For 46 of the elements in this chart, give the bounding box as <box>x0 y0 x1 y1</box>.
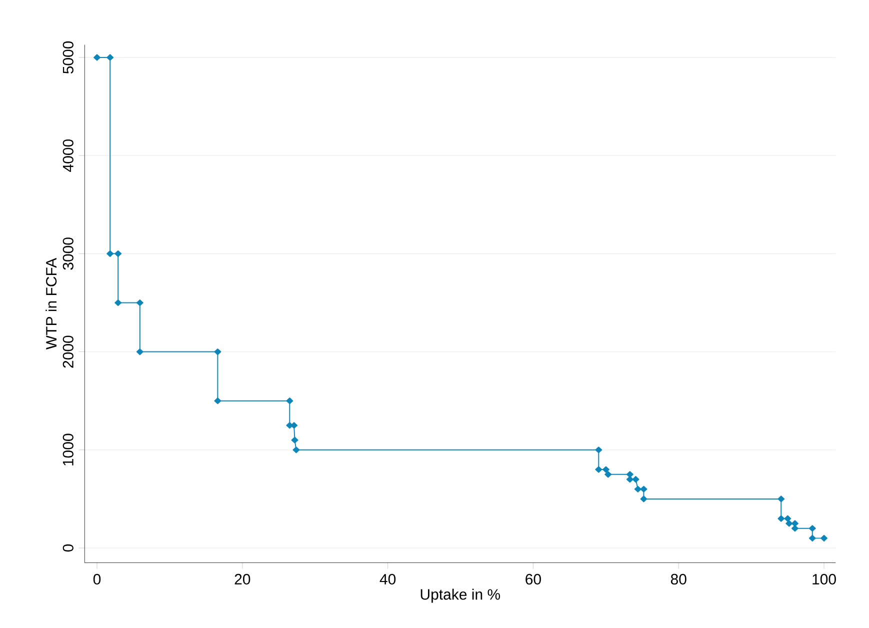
point <box>640 486 648 492</box>
y-tick-label: 4000 <box>62 139 74 172</box>
x-tick-label: 100 <box>812 574 836 585</box>
point <box>136 348 144 356</box>
point <box>604 471 612 478</box>
point <box>286 398 294 404</box>
point <box>786 520 793 527</box>
point <box>634 486 642 492</box>
point <box>791 520 798 527</box>
x-tick-label: 0 <box>93 574 101 585</box>
point <box>778 496 785 502</box>
point <box>632 476 640 483</box>
point <box>808 534 816 542</box>
y-tick-label: 5000 <box>62 41 74 74</box>
y-axis-title: WTP in FCFA <box>46 258 57 350</box>
x-tick-label: 60 <box>526 574 541 585</box>
y-tick-label: 1000 <box>62 434 74 466</box>
y-tick-label: 2000 <box>62 336 74 368</box>
point <box>602 466 610 473</box>
x-tick-label: 40 <box>380 574 396 585</box>
point <box>94 54 100 61</box>
point <box>778 515 785 522</box>
point <box>214 398 222 404</box>
point <box>136 299 144 306</box>
point <box>820 534 828 542</box>
point <box>595 466 602 473</box>
y-tick-label: 3000 <box>62 238 74 270</box>
point <box>106 54 114 61</box>
point <box>214 348 222 356</box>
point <box>291 436 298 444</box>
point <box>292 446 300 454</box>
point <box>626 471 634 478</box>
point <box>791 525 798 532</box>
point <box>114 250 122 257</box>
x-tick-label: 20 <box>234 574 250 585</box>
x-axis-title: Uptake in % <box>420 588 500 603</box>
point <box>106 250 114 257</box>
point <box>808 525 816 532</box>
point <box>595 446 602 454</box>
x-tick-label: 80 <box>670 574 686 585</box>
point <box>114 299 122 306</box>
point <box>626 476 634 483</box>
point <box>784 515 792 522</box>
point <box>290 422 298 429</box>
point <box>640 496 648 502</box>
y-tick-label: 0 <box>62 544 74 552</box>
